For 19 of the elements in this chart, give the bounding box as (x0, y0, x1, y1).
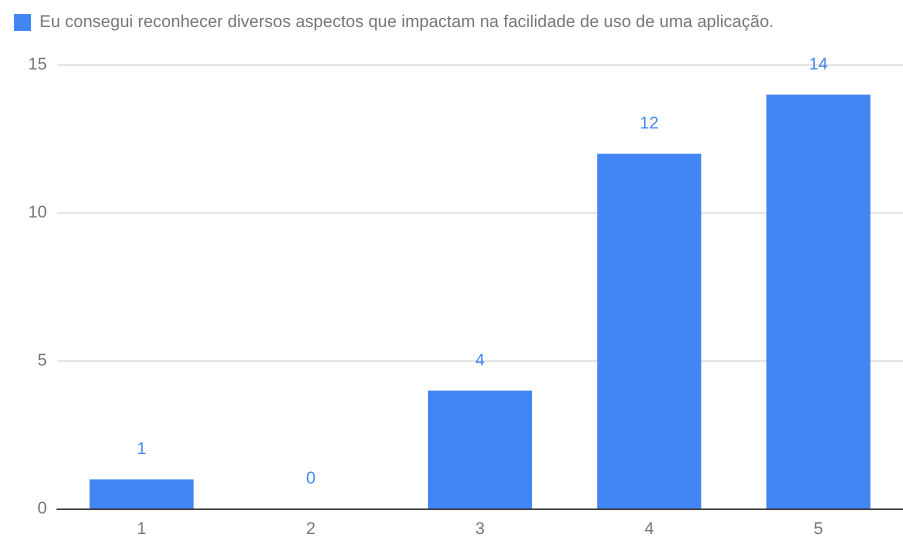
y-tick-label: 15 (28, 54, 47, 74)
x-tick-label: 4 (644, 518, 654, 538)
legend-label: Eu consegui reconhecer diversos aspectos que impactam na facilidade de uso de uma aplicação. (40, 12, 774, 32)
data-label: 12 (640, 113, 659, 132)
bar (766, 94, 870, 508)
data-label: 14 (808, 54, 828, 74)
bar (597, 154, 702, 508)
data-label: 4 (475, 350, 485, 370)
y-tick-label: 10 (28, 202, 47, 222)
x-tick-label: 1 (136, 518, 146, 538)
data-label: 0 (306, 468, 316, 488)
bar (90, 479, 194, 508)
bar (428, 390, 532, 508)
x-tick-label: 2 (306, 518, 316, 538)
y-tick-label: 5 (38, 350, 47, 370)
data-label: 1 (136, 439, 146, 458)
y-tick-label: 0 (38, 498, 47, 518)
x-tick-label: 5 (814, 518, 824, 538)
x-tick-label: 3 (475, 518, 485, 538)
